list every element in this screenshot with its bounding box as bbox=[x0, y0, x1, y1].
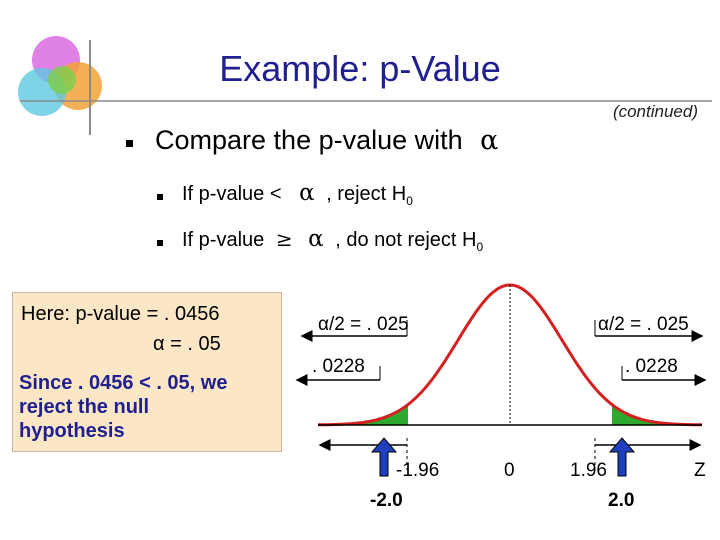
box-pvalue: Here: p-value = . 0456 bbox=[21, 303, 220, 325]
example-box: Here: p-value = . 0456 α = . 05 Since . … bbox=[12, 292, 282, 452]
box-conclusion-line2: reject the null bbox=[19, 396, 150, 418]
bullet-square-icon bbox=[126, 140, 133, 147]
rule-not-reject-prefix: If p-value bbox=[182, 229, 265, 251]
bullet-square-icon bbox=[157, 240, 163, 246]
right-alpha-label: α/2 = . 025 bbox=[598, 314, 689, 335]
left-stat-arrow bbox=[370, 437, 398, 477]
rule-reject-prefix: If p-value < bbox=[182, 183, 282, 205]
left-p-label: . 0228 bbox=[312, 356, 365, 377]
right-p-label: . 0228 bbox=[625, 356, 678, 377]
alpha-symbol: α bbox=[308, 226, 324, 252]
left-alpha-label: α/2 = . 025 bbox=[318, 314, 409, 335]
rule-reject-suffix: , reject H bbox=[326, 183, 407, 205]
geq-symbol: ≥ bbox=[275, 227, 293, 251]
box-conclusion-line3: hypothesis bbox=[19, 420, 125, 442]
rule-reject: If p-value < α , reject H0 bbox=[182, 180, 413, 208]
main-point: Compare the p-value with α bbox=[155, 125, 498, 156]
bullet-square-icon bbox=[157, 194, 163, 200]
left-stat-label: -2.0 bbox=[370, 490, 403, 511]
right-stat-arrow bbox=[608, 437, 636, 477]
box-conclusion-line1: Since . 0456 < . 05, we bbox=[19, 372, 228, 394]
box-alpha: α = . 05 bbox=[153, 333, 221, 355]
z-axis-label: Z bbox=[694, 460, 706, 481]
center-label: 0 bbox=[504, 460, 515, 481]
right-critical-label: 1.96 bbox=[570, 460, 607, 481]
logo-circle-green bbox=[48, 66, 76, 94]
left-tail-region bbox=[318, 404, 408, 425]
left-critical-label: -1.96 bbox=[396, 460, 439, 481]
alpha-symbol: α bbox=[480, 125, 499, 156]
rule-reject-subscript: 0 bbox=[406, 194, 413, 208]
decorative-logo bbox=[18, 36, 712, 135]
right-stat-label: 2.0 bbox=[608, 490, 634, 511]
slide-title: Example: p-Value bbox=[219, 48, 501, 89]
rule-not-reject: If p-value ≥ α , do not reject H0 bbox=[182, 226, 483, 254]
right-tail-region bbox=[612, 404, 702, 425]
main-point-text: Compare the p-value with bbox=[155, 125, 463, 155]
rule-not-reject-subscript: 0 bbox=[476, 240, 484, 254]
alpha-symbol: α bbox=[299, 180, 315, 206]
continued-note: (continued) bbox=[612, 102, 698, 121]
rule-not-reject-suffix: , do not reject H bbox=[335, 229, 477, 251]
